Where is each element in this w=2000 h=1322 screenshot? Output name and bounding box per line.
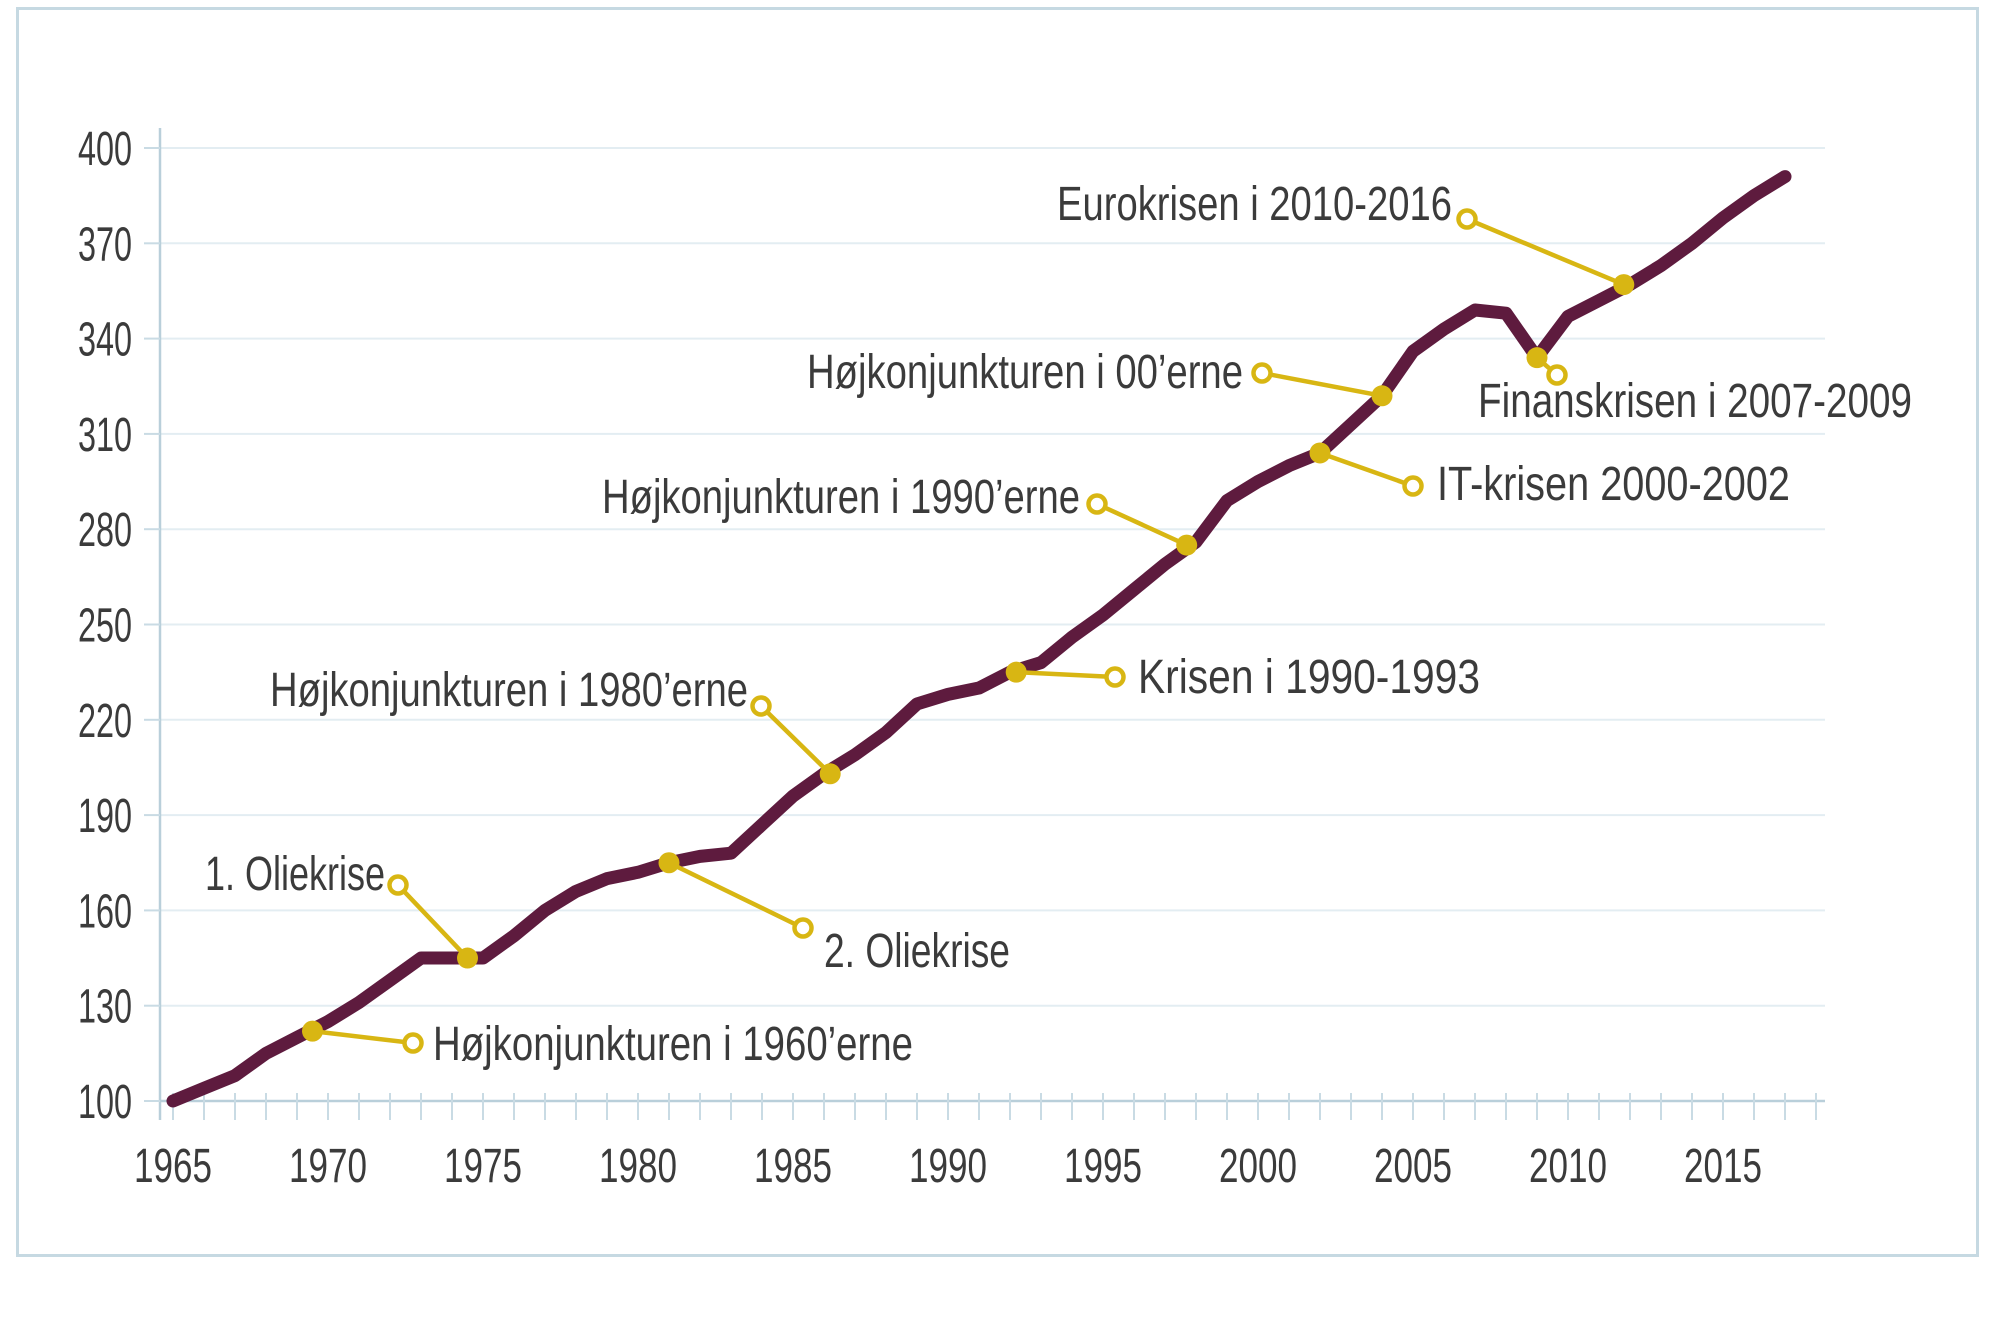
annotation-point-marker xyxy=(1613,274,1635,296)
annotation-point-marker xyxy=(1526,347,1548,369)
annotation-callout-line xyxy=(668,860,804,931)
y-tick-label: 130 xyxy=(78,981,132,1034)
annotation-point-marker xyxy=(1176,534,1198,556)
x-tick-label: 1965 xyxy=(134,1140,212,1193)
annotation-point-marker xyxy=(302,1020,323,1042)
annotation-label: 2. Oliekrise xyxy=(824,925,1010,978)
annotation-open-circle xyxy=(1086,493,1108,515)
annotation-point-marker xyxy=(457,947,478,969)
y-tick-label: 310 xyxy=(78,409,132,462)
annotation-label: Eurokrisen i 2010-2016 xyxy=(1057,178,1452,231)
annotation-callout-line xyxy=(1261,370,1383,398)
x-tick-label: 1980 xyxy=(599,1140,677,1193)
x-axis-tick-labels: 1965 1970 1975 1980 1985 1990 1995 2000 2005 2010… xyxy=(134,1140,1762,1193)
x-tick-label: 2010 xyxy=(1529,1140,1607,1193)
annotation-open-circle xyxy=(1402,475,1424,497)
x-tick-label: 1985 xyxy=(754,1140,832,1193)
y-tick-label: 250 xyxy=(78,600,132,653)
y-tick-label: 340 xyxy=(78,314,132,367)
annotation-open-circle xyxy=(792,917,814,939)
chart-frame-border xyxy=(16,7,1979,1257)
annotation-label: Finanskrisen i 2007-2009 xyxy=(1478,375,1912,428)
annotation-callout-line xyxy=(1016,669,1116,680)
annotation-label: 1. Oliekrise xyxy=(205,848,385,901)
annotation-point-marker xyxy=(819,763,841,785)
y-tick-label: 400 xyxy=(78,123,132,176)
annotation-label: Krisen i 1990-1993 xyxy=(1138,651,1480,704)
annotation-open-circle xyxy=(1251,362,1273,384)
gdp-index-line xyxy=(166,170,1792,1108)
y-axis-ticks xyxy=(144,147,160,1102)
x-tick-label: 2000 xyxy=(1219,1140,1297,1193)
x-tick-label: 1995 xyxy=(1064,1140,1142,1193)
annotation-open-circle xyxy=(1104,666,1126,688)
annotation-point-marker xyxy=(1309,442,1331,464)
y-tick-label: 370 xyxy=(78,218,132,271)
annotation-open-circle xyxy=(1456,208,1478,230)
annotation-label: Højkonjunkturen i 1990’erne xyxy=(602,471,1080,524)
annotation-callout-line xyxy=(1319,450,1414,489)
annotation-callout-line xyxy=(1466,216,1625,287)
annotation-callout-line xyxy=(396,883,470,960)
x-tick-label: 2015 xyxy=(1684,1140,1762,1193)
x-tick-label: 1970 xyxy=(289,1140,367,1193)
y-tick-label: 100 xyxy=(78,1076,132,1129)
series-line xyxy=(166,170,1792,1108)
annotation-label: Højkonjunkturen i 00’erne xyxy=(807,346,1243,399)
event-annotations: Højkonjunkturen i 1960’erne 1. Oliekrise 2… xyxy=(205,178,1912,1071)
annotation-point-marker xyxy=(1371,385,1393,407)
y-axis-tick-labels: 100 130 160 190 220 250 280 310 340 370 400 xyxy=(78,123,132,1129)
y-tick-label: 280 xyxy=(78,504,132,557)
y-tick-label: 190 xyxy=(78,790,132,843)
x-axis-minor-ticks xyxy=(172,1093,1817,1120)
annotation-open-circle xyxy=(1546,364,1568,386)
annotation-callout-line xyxy=(759,704,832,776)
annotation-callout-line xyxy=(1096,501,1188,548)
annotation-open-circle xyxy=(402,1032,424,1054)
annotation-label: Højkonjunkturen i 1980’erne xyxy=(270,664,748,717)
annotation-open-circle xyxy=(750,695,772,717)
y-tick-label: 220 xyxy=(78,695,132,748)
annotation-label: IT-krisen 2000-2002 xyxy=(1437,458,1790,511)
annotation-label: Højkonjunkturen i 1960’erne xyxy=(433,1018,913,1071)
x-tick-label: 2005 xyxy=(1374,1140,1452,1193)
horizontal-gridlines xyxy=(160,147,1825,1103)
x-tick-label: 1975 xyxy=(444,1140,522,1193)
annotation-point-marker xyxy=(658,852,680,874)
y-tick-label: 160 xyxy=(78,885,132,938)
annotation-point-marker xyxy=(1005,661,1027,683)
annotation-callout-line xyxy=(312,1028,414,1046)
annotation-open-circle xyxy=(387,874,409,896)
x-tick-label: 1990 xyxy=(909,1140,987,1193)
